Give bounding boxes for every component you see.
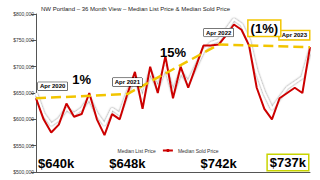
svg-text:$700,000: $700,000	[13, 64, 34, 70]
svg-text:$737k: $737k	[270, 155, 307, 170]
svg-text:$650,000: $650,000	[13, 90, 34, 96]
svg-text:Apr 2021: Apr 2021	[115, 79, 141, 85]
svg-text:Median List Price: Median List Price	[118, 148, 157, 154]
svg-text:Apr 2020: Apr 2020	[40, 83, 66, 89]
svg-text:$640k: $640k	[38, 156, 75, 171]
svg-text:Apr 2022: Apr 2022	[206, 30, 232, 36]
svg-text:$600,000: $600,000	[13, 116, 34, 122]
svg-text:$500,000: $500,000	[13, 169, 34, 175]
svg-text:1%: 1%	[72, 72, 91, 87]
svg-text:$750,000: $750,000	[13, 37, 34, 43]
svg-text:15%: 15%	[160, 45, 186, 60]
svg-text:(1%): (1%)	[251, 21, 278, 36]
svg-text:$550,000: $550,000	[13, 143, 34, 149]
svg-text:Apr 2023: Apr 2023	[282, 32, 308, 38]
svg-text:$800,000: $800,000	[13, 11, 34, 17]
svg-text:$648k: $648k	[109, 156, 146, 171]
svg-text:Median Sold Price: Median Sold Price	[178, 148, 219, 154]
svg-text:NW Portland – 36 Month View –: NW Portland – 36 Month View – Median Lis…	[41, 6, 231, 12]
svg-text:$742k: $742k	[201, 156, 238, 171]
